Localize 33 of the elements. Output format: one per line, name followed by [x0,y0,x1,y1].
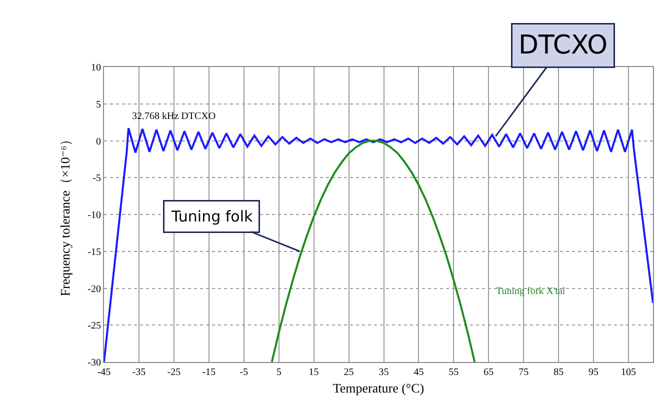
y-tick-label: -30 [88,358,101,368]
annotation: Tuning folk [170,208,253,226]
y-tick-label: 5 [96,99,101,110]
y-tick-label: -15 [88,246,101,258]
x-tick-label: -5 [240,367,248,378]
x-tick-label: 95 [588,367,599,378]
x-axis-title: Temperature (°C) [332,380,424,396]
series-label: 32.768 kHz DTCXO [132,111,216,122]
line-series [270,140,476,362]
x-tick-label: 25 [344,367,354,378]
y-tick-label: -5 [92,173,101,184]
x-tick-label: 105 [621,367,636,378]
x-tick-label: 55 [448,367,459,378]
y-axis-title: Frequency tolerance（×10⁻⁶） [58,132,73,296]
y-tick-label: -10 [88,210,101,221]
x-tick-label: -35 [132,367,146,378]
y-tick-label: 10 [91,62,101,74]
y-tick-label: 0 [96,136,101,148]
text: Tuning fork X'tal [496,286,566,297]
x-tick-label: 65 [484,367,494,378]
y-tick-label: -20 [88,284,101,295]
line-series [104,127,653,362]
x-tick-label: 45 [414,367,424,378]
x-tick-label: 75 [518,367,529,378]
x-tick-label: 35 [378,367,389,378]
x-tick-label: 5 [276,367,282,378]
annotation: DTCXO [518,30,608,60]
x-tick-label: 85 [554,367,564,378]
x-tick-label: -45 [97,367,111,378]
x-tick-label: 15 [308,367,319,378]
x-tick-label: -15 [202,367,216,378]
y-tick-label: -25 [88,320,101,332]
x-tick-label: -25 [167,367,181,378]
